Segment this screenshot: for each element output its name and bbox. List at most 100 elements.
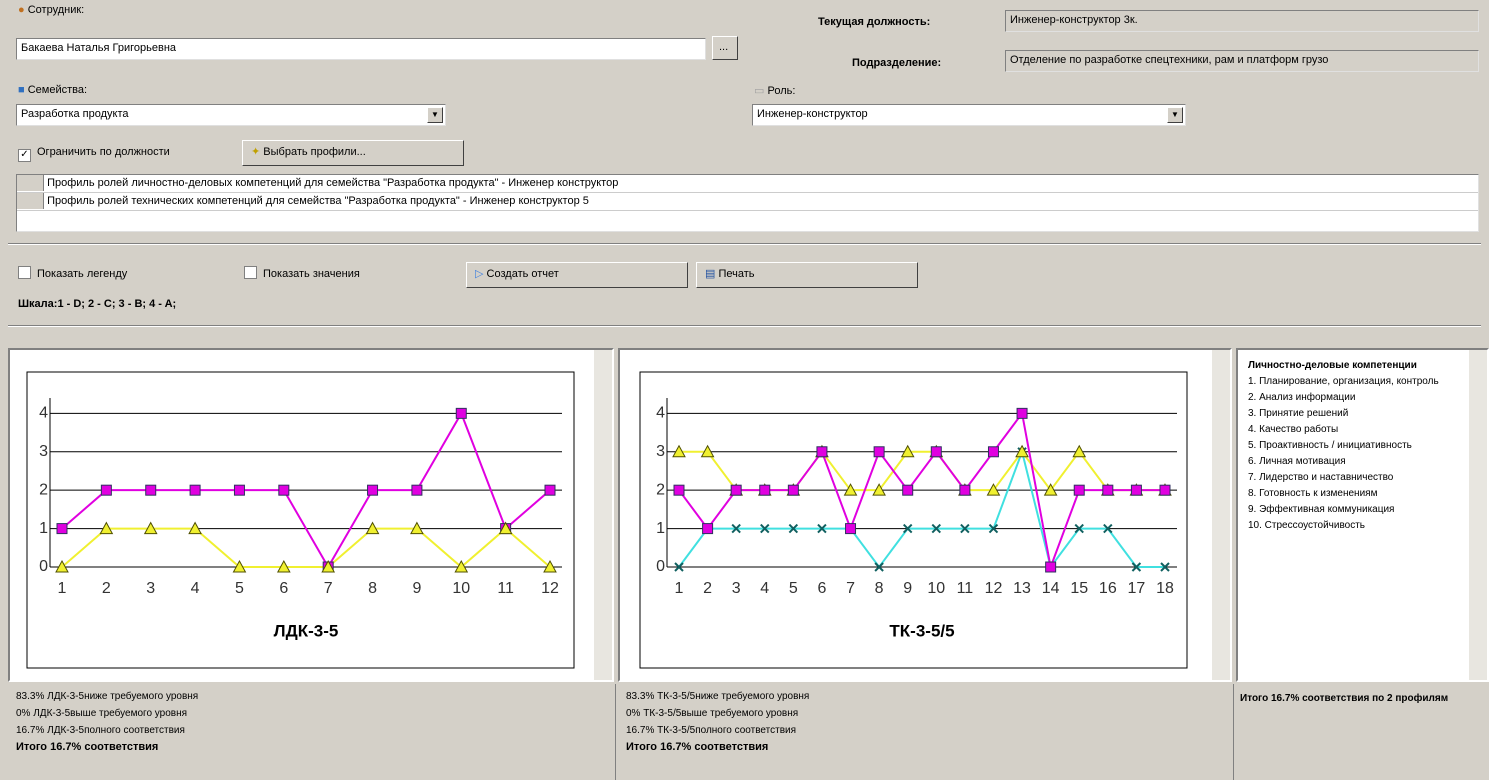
marker bbox=[760, 523, 770, 534]
scrollbar[interactable] bbox=[1469, 350, 1487, 680]
family-value: Разработка продукта bbox=[21, 108, 129, 120]
summary-line: 83.3% ТК-3-5/5ниже требуемого уровня bbox=[626, 691, 810, 702]
limit-label: Ограничить по должности bbox=[37, 146, 170, 158]
y-tick-label: 4 bbox=[39, 405, 48, 422]
employee-label-text: Сотрудник: bbox=[27, 4, 85, 16]
marker bbox=[931, 523, 942, 534]
checkbox: ✓ bbox=[18, 149, 31, 162]
dropdown-arrow: ▼ bbox=[1167, 107, 1183, 123]
show-legend-label: Показать легенду bbox=[37, 268, 128, 280]
marker bbox=[1016, 407, 1028, 419]
x-tick-label: 2 bbox=[703, 580, 712, 597]
marker bbox=[233, 484, 245, 496]
select-profiles-text: Выбрать профили... bbox=[263, 146, 366, 158]
marker bbox=[454, 559, 469, 573]
legend-title: Личностно-деловые компетенции bbox=[1248, 360, 1417, 371]
chart-panel: 0 1 2 3 4 1 2 3 4 5 6 7 8 9 10 11 12 13 14 15 16 17 18 ТК-3-5/5 bbox=[618, 348, 1232, 682]
limit-checkbox[interactable]: ✓ Ограничить по должности bbox=[18, 146, 170, 162]
print-text: Печать bbox=[718, 268, 755, 280]
legend-item: 1. Планирование, организация, контроль bbox=[1248, 376, 1439, 387]
scrollbar[interactable] bbox=[1212, 350, 1230, 680]
marker bbox=[321, 559, 336, 573]
marker bbox=[843, 483, 858, 496]
x-tick-label: 3 bbox=[732, 580, 741, 597]
summary: 83.3% ЛДК-3-5ниже требуемого уровня 0% ЛД… bbox=[16, 688, 198, 756]
marker bbox=[672, 444, 686, 458]
marker bbox=[367, 484, 379, 496]
y-tick-label: 2 bbox=[656, 481, 665, 498]
marker bbox=[188, 521, 202, 535]
x-tick-label: 10 bbox=[927, 580, 945, 597]
y-tick-label: 0 bbox=[656, 558, 665, 575]
create-report-button[interactable]: ▷ Создать отчет bbox=[466, 262, 688, 288]
series-line bbox=[678, 448, 1165, 570]
family-select[interactable]: Разработка продукта ▼ bbox=[16, 104, 446, 126]
marker bbox=[730, 484, 742, 496]
legend-item: 2. Анализ информации bbox=[1248, 392, 1356, 403]
marker bbox=[845, 523, 857, 535]
divider bbox=[615, 684, 616, 780]
summary-line: 83.3% ЛДК-3-5ниже требуемого уровня bbox=[16, 691, 199, 702]
print-button[interactable]: ▤ Печать bbox=[696, 262, 918, 288]
checkbox bbox=[18, 266, 31, 279]
legend-item: 6. Личная мотивация bbox=[1248, 456, 1346, 467]
role-label-text: Роль: bbox=[767, 85, 796, 97]
y-tick-label: 3 bbox=[656, 443, 665, 460]
marker bbox=[1074, 523, 1084, 534]
marker bbox=[872, 483, 886, 496]
series-line bbox=[61, 527, 551, 569]
marker bbox=[874, 562, 884, 572]
x-tick-label: 14 bbox=[1042, 580, 1060, 597]
marker bbox=[930, 446, 942, 458]
profile-text: Профиль ролей технических компетенций дл… bbox=[47, 195, 589, 207]
x-tick-label: 8 bbox=[368, 580, 377, 597]
marker bbox=[1072, 444, 1087, 458]
role-select[interactable]: Инженер-конструктор ▼ bbox=[752, 104, 1186, 126]
marker bbox=[100, 484, 112, 496]
employee-field[interactable]: Бакаева Наталья Григорьевна bbox=[16, 38, 706, 60]
marker bbox=[544, 484, 556, 496]
scale-text: Шкала:1 - D; 2 - C; 3 - B; 4 - A; bbox=[18, 298, 177, 310]
x-tick-label: 5 bbox=[789, 580, 798, 597]
legend-item: 7. Лидерство и наставничество bbox=[1248, 472, 1394, 483]
x-tick-label: 4 bbox=[191, 580, 200, 597]
x-tick-label: 16 bbox=[1099, 580, 1117, 597]
marker bbox=[900, 444, 915, 458]
scrollbar[interactable] bbox=[594, 350, 612, 680]
marker bbox=[145, 484, 157, 496]
legend-item: 3. Принятие решений bbox=[1248, 408, 1349, 419]
marker bbox=[902, 484, 914, 496]
profile-row[interactable]: Профиль ролей личностно-деловых компетен… bbox=[17, 175, 1478, 193]
summary-line: Итого 16.7% соответствия bbox=[626, 741, 769, 753]
role-value: Инженер-конструктор bbox=[757, 108, 868, 120]
x-tick-label: 1 bbox=[675, 580, 684, 597]
browse-button[interactable]: ... bbox=[712, 36, 738, 60]
legend-panel: Личностно-деловые компетенции 1. Планиров… bbox=[1236, 348, 1489, 682]
show-values-checkbox[interactable]: Показать значения bbox=[244, 266, 360, 280]
marker bbox=[1015, 444, 1029, 458]
x-tick-label: 8 bbox=[875, 580, 884, 597]
x-tick-label: 10 bbox=[452, 580, 470, 597]
x-tick-label: 11 bbox=[957, 580, 974, 597]
marker bbox=[759, 484, 771, 496]
family-label-text: Семейства: bbox=[27, 84, 88, 96]
marker bbox=[817, 523, 827, 534]
divider bbox=[1233, 684, 1234, 780]
marker bbox=[498, 521, 513, 535]
marker bbox=[902, 523, 913, 534]
profile-row[interactable]: Профиль ролей технических компетенций дл… bbox=[17, 193, 1478, 211]
x-tick-label: 12 bbox=[985, 580, 1003, 597]
separator bbox=[8, 325, 1481, 327]
department-field: Отделение по разработке спецтехники, рам… bbox=[1005, 50, 1479, 72]
show-legend-checkbox[interactable]: Показать легенду bbox=[18, 266, 127, 280]
x-tick-label: 13 bbox=[1013, 580, 1031, 597]
profile-text: Профиль ролей личностно-деловых компетен… bbox=[47, 177, 619, 189]
select-profiles-button[interactable]: ✦ Выбрать профили... bbox=[242, 140, 464, 166]
marker bbox=[143, 521, 158, 535]
marker bbox=[986, 483, 1001, 496]
marker bbox=[816, 446, 828, 458]
x-tick-label: 1 bbox=[58, 580, 67, 597]
chart-title: ТК-3-5/5 bbox=[889, 621, 954, 640]
marker bbox=[873, 446, 885, 458]
